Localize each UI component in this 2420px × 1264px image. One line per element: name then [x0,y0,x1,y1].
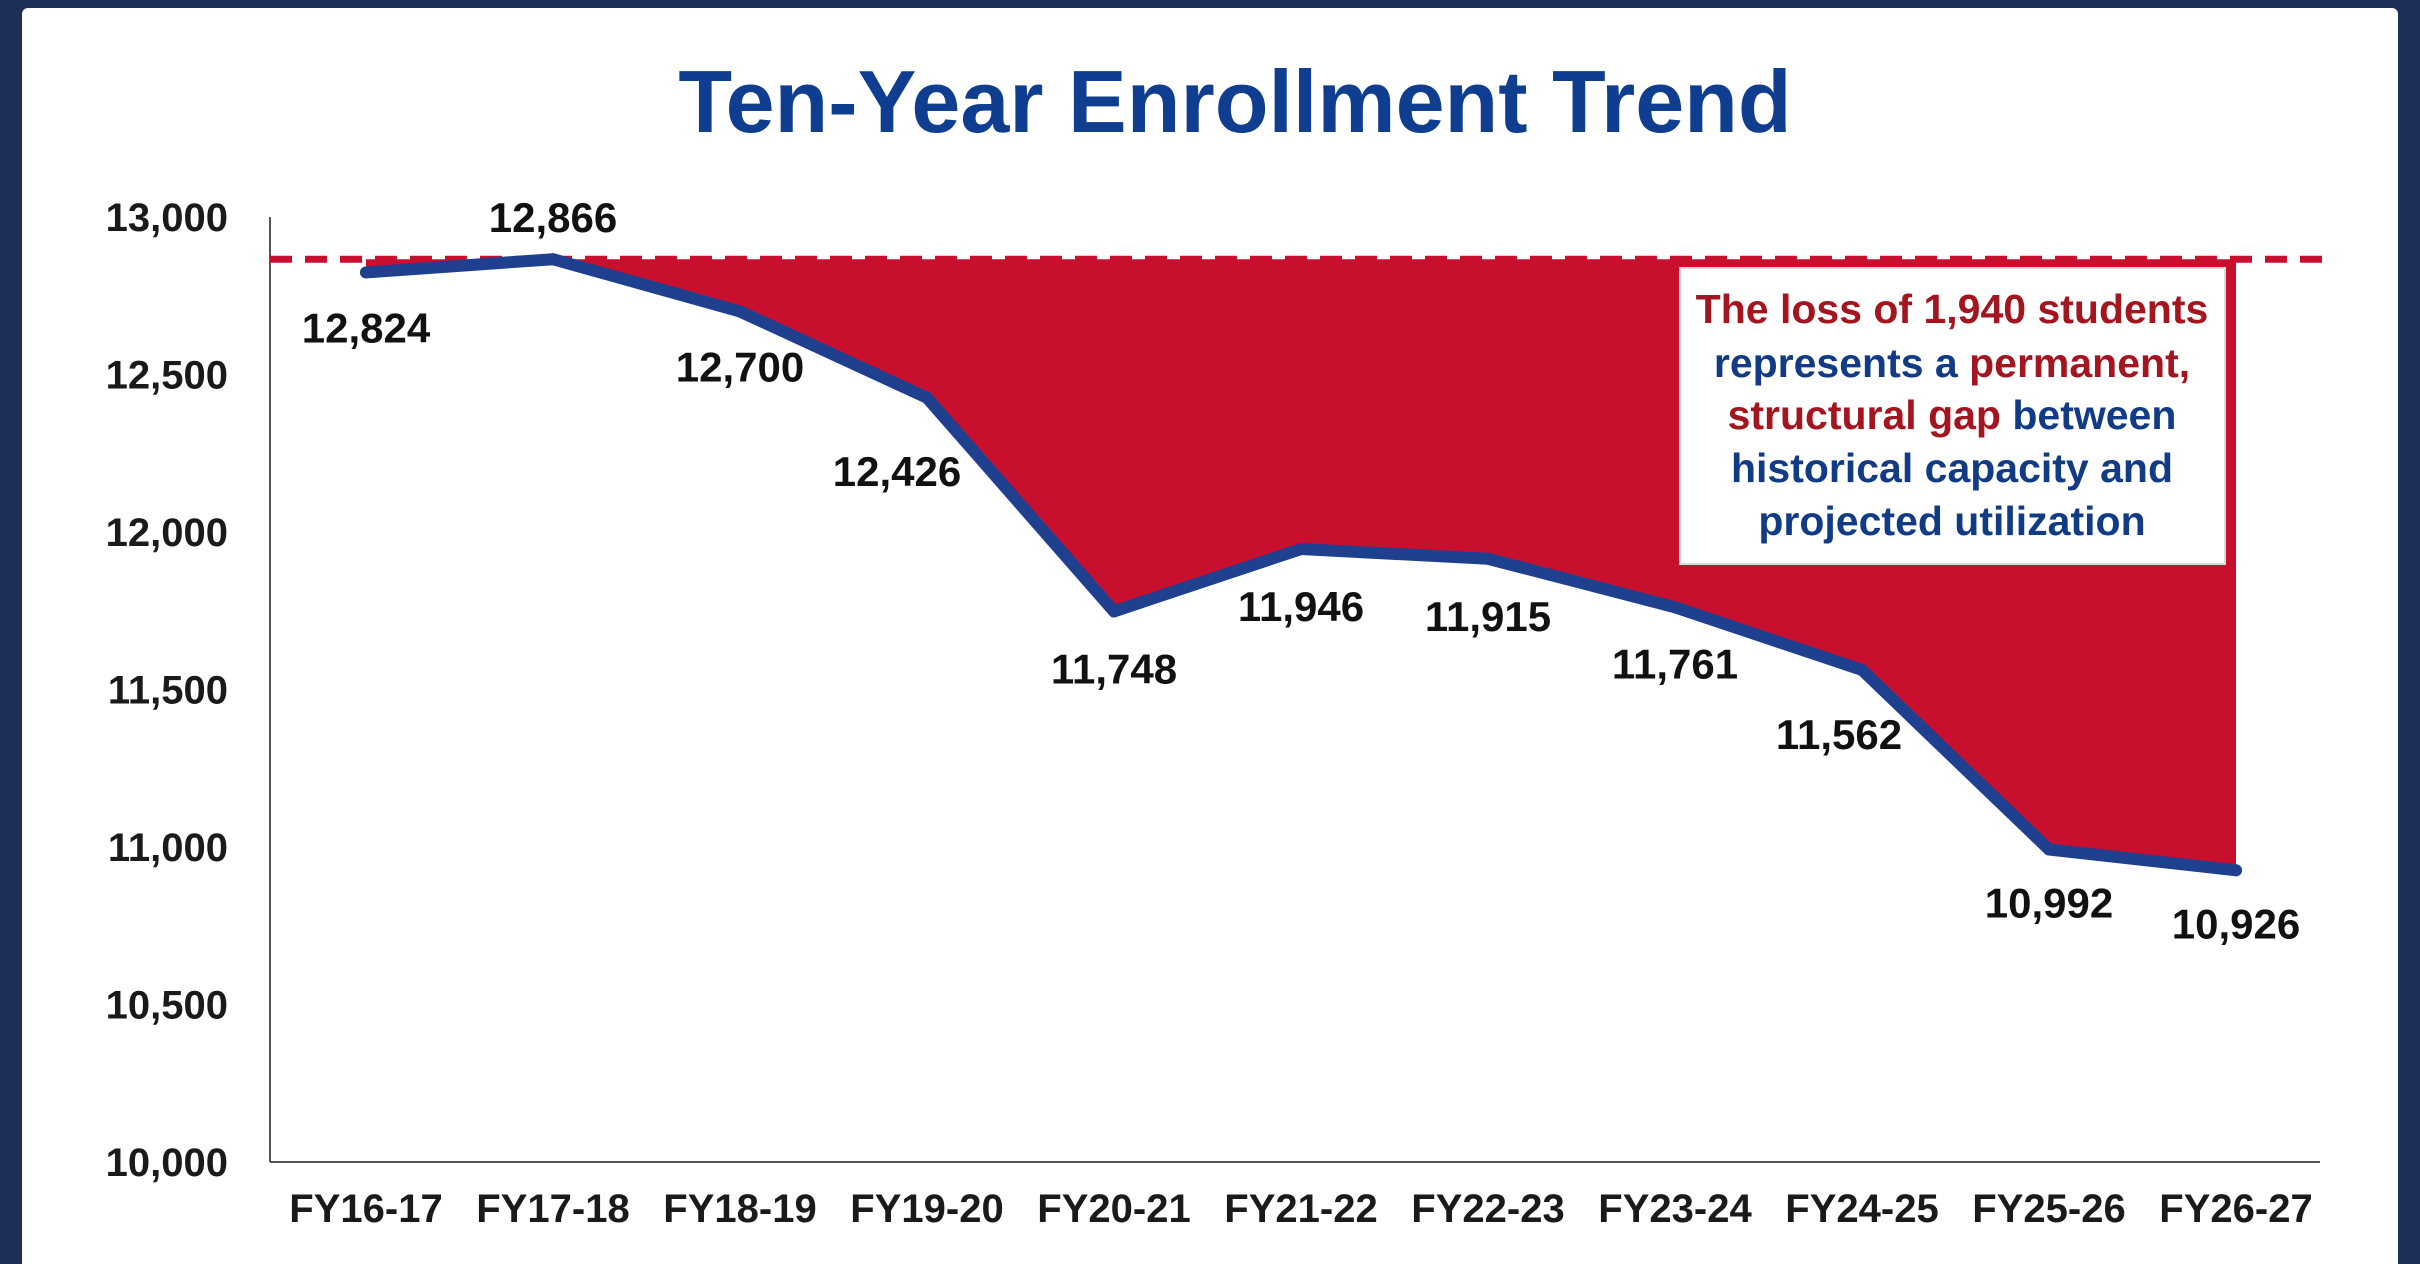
data-point [734,305,746,318]
data-point [2230,864,2242,877]
data-point [921,391,933,404]
x-tick-label: FY16-17 [289,1187,442,1231]
y-tick-label: 11,000 [108,826,228,870]
data-point [547,253,559,266]
data-label: 10,992 [1985,880,2113,927]
data-point [1669,601,1681,614]
x-tick-label: FY20-21 [1037,1187,1190,1231]
data-label: 12,426 [833,448,961,495]
data-point [2043,843,2055,856]
y-tick-label: 12,000 [106,511,228,555]
data-label: 12,866 [489,194,617,241]
annotation-segment: historical capacity and [1731,445,2173,491]
annotation-segment: between [2001,392,2176,438]
data-point [1482,552,1494,565]
y-tick-label: 13,000 [106,196,228,240]
annotation-segment: projected utilization [1758,498,2145,544]
axes: 10,000 10,500 11,000 11,500 12,000 12,500 13,0… [106,196,2322,1231]
data-point [1295,543,1307,556]
data-point [360,266,372,279]
data-label: 11,761 [1612,640,1738,687]
y-tick-label: 10,000 [106,1141,228,1185]
data-point [1856,663,1868,676]
annotation-segment: structural gap [1728,392,2001,438]
data-labels: 12,824 12,866 12,700 12,426 11,748 11,946 11,9… [302,194,2300,947]
x-tick-label: FY19-20 [850,1187,1003,1231]
data-label: 12,824 [302,304,431,351]
x-tick-label: FY17-18 [476,1187,629,1231]
annotation-box: The loss of 1,940 students represents a p… [1679,267,2226,565]
data-point [1108,605,1120,618]
data-label: 11,562 [1776,711,1902,758]
x-tick-label: FY22-23 [1411,1187,1564,1231]
data-label: 11,748 [1051,645,1177,692]
annotation-segment: represents a [1714,340,1969,386]
x-tick-label: FY26-27 [2159,1187,2312,1231]
x-tick-label: FY23-24 [1598,1187,1752,1231]
annotation-line: represents a permanent, [1714,340,2190,386]
chart-title: Ten-Year Enrollment Trend [678,52,1791,151]
x-tick-label: FY24-25 [1785,1187,1938,1231]
annotation-line: projected utilization [1758,498,2145,544]
data-label: 11,915 [1425,593,1551,640]
annotation-segment: The loss of 1,940 students [1696,286,2209,332]
enrollment-line-layer [360,253,2242,877]
data-label: 10,926 [2172,900,2300,947]
x-tick-label: FY18-19 [663,1187,816,1231]
annotation-line: structural gap between [1728,392,2177,438]
y-tick-label: 10,500 [106,984,228,1028]
annotation-background [1679,267,2226,565]
data-label: 11,946 [1238,583,1364,630]
x-tick-label: FY25-26 [1972,1187,2125,1231]
x-tick-label: FY21-22 [1224,1187,1377,1231]
data-label: 12,700 [676,344,804,391]
annotation-segment: permanent, [1969,340,2190,386]
y-tick-label: 12,500 [106,354,228,398]
annotation-line: historical capacity and [1731,445,2173,491]
annotation-line: The loss of 1,940 students [1696,286,2209,332]
y-tick-label: 11,500 [108,669,228,713]
